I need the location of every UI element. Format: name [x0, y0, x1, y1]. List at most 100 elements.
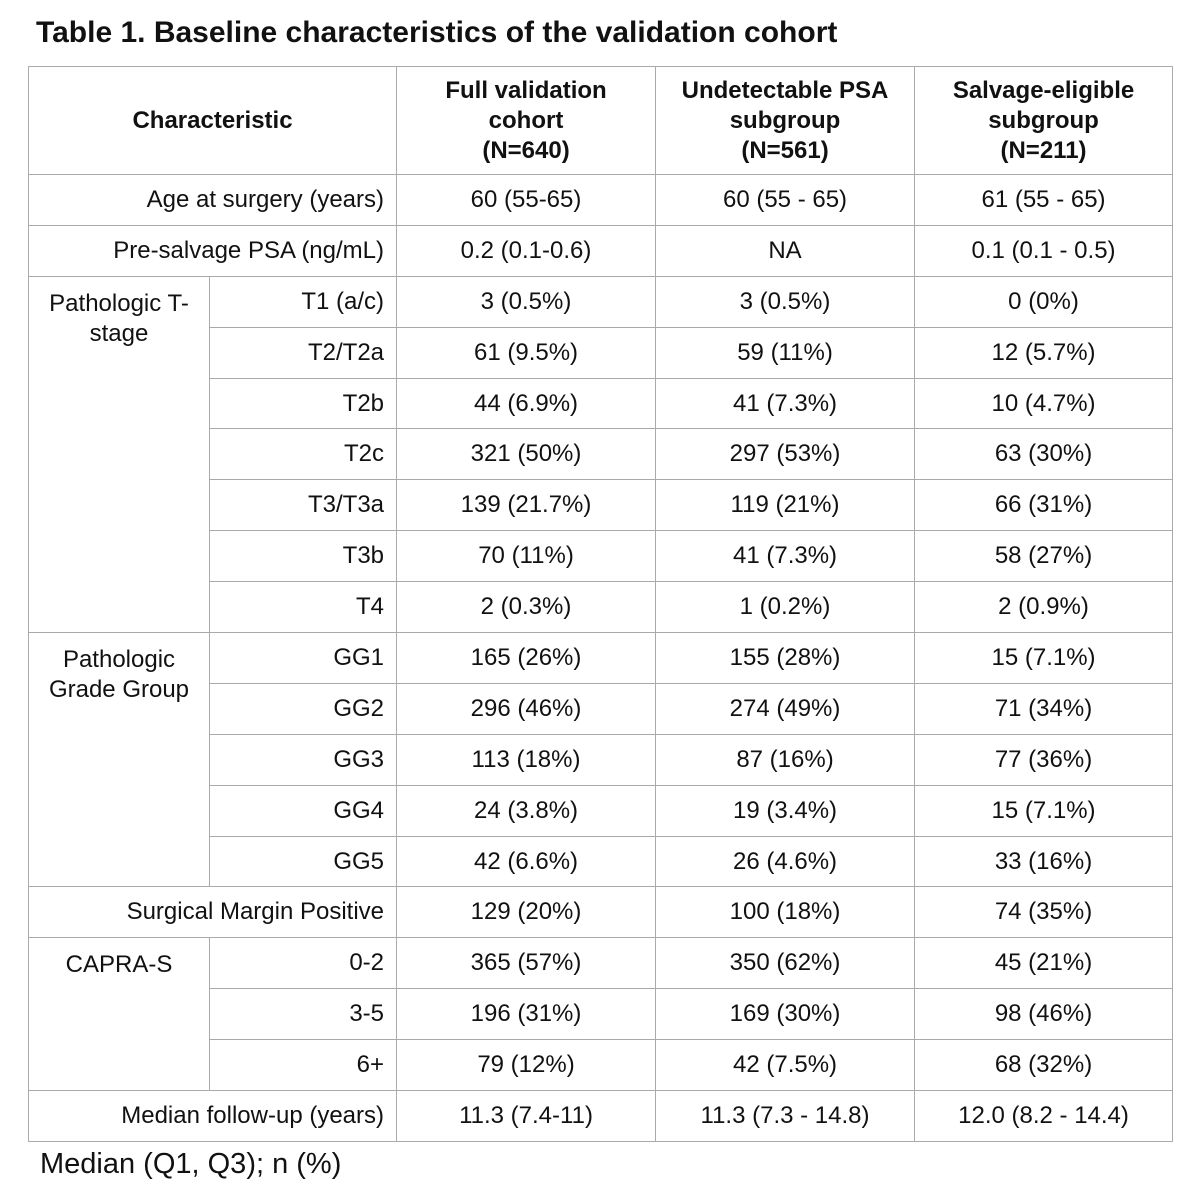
- value-cell: 12 (5.7%): [914, 326, 1174, 379]
- value-cell: 45 (21%): [914, 937, 1174, 990]
- value-cell: 41 (7.3%): [655, 377, 916, 430]
- value-cell: 100 (18%): [655, 886, 916, 939]
- value-cell: 71 (34%): [914, 682, 1174, 735]
- footnote: Median (Q1, Q3); n (%): [40, 1148, 342, 1180]
- row-label: 0-2: [208, 937, 398, 990]
- value-cell: 274 (49%): [655, 682, 916, 735]
- table-row: Age at surgery (years) 60 (55-65) 60 (55 -…: [27, 174, 1174, 226]
- row-label: 3-5: [208, 988, 398, 1041]
- value-cell: 11.3 (7.4-11): [396, 1090, 657, 1142]
- header-line: (N=211): [1000, 136, 1087, 164]
- row-label: GG2: [208, 682, 398, 735]
- table-row: GG4 24 (3.8%) 19 (3.4%) 15 (7.1%): [29, 784, 1174, 837]
- group-label: Pathologic Grade Group: [28, 632, 210, 888]
- value-cell: 119 (21%): [655, 479, 916, 532]
- value-cell: 321 (50%): [396, 428, 657, 481]
- value-cell: 59 (11%): [655, 326, 916, 379]
- header-cell: Characteristic: [27, 66, 398, 175]
- value-cell: 98 (46%): [914, 988, 1174, 1041]
- table-row: T2c 321 (50%) 297 (53%) 63 (30%): [29, 428, 1174, 481]
- value-cell: 365 (57%): [396, 937, 657, 990]
- table-row: T3b 70 (11%) 41 (7.3%) 58 (27%): [29, 530, 1174, 583]
- header-line: Undetectable PSA: [681, 76, 889, 104]
- row-label: Median follow-up (years): [27, 1090, 398, 1142]
- header-line: (N=640): [482, 136, 570, 164]
- value-cell: 0 (0%): [914, 275, 1174, 328]
- row-label: GG5: [208, 835, 398, 888]
- value-cell: 15 (7.1%): [914, 784, 1174, 837]
- table-row: Surgical Margin Positive 129 (20%) 100 (18…: [27, 886, 1174, 939]
- value-cell: 41 (7.3%): [655, 530, 916, 583]
- value-cell: 350 (62%): [655, 937, 916, 990]
- value-cell: 66 (31%): [914, 479, 1174, 532]
- row-label: GG4: [208, 784, 398, 837]
- group-label: Pathologic T-stage: [28, 275, 210, 634]
- value-cell: 196 (31%): [396, 988, 657, 1041]
- row-label: 6+: [208, 1039, 398, 1092]
- table-row: Median follow-up (years) 11.3 (7.4-11) 11.…: [27, 1090, 1174, 1142]
- row-label: T4: [208, 581, 398, 634]
- value-cell: 12.0 (8.2 - 14.4): [914, 1090, 1174, 1142]
- header-line: Salvage-eligible: [952, 76, 1135, 104]
- value-cell: 3 (0.5%): [655, 275, 916, 328]
- value-cell: 10 (4.7%): [914, 377, 1174, 430]
- value-cell: 2 (0.9%): [914, 581, 1174, 634]
- row-label: Surgical Margin Positive: [27, 886, 398, 939]
- value-cell: 139 (21.7%): [396, 479, 657, 532]
- table-title: Table 1. Baseline characteristics of the…: [36, 16, 838, 49]
- header-line: cohort: [488, 106, 564, 134]
- row-label: GG1: [208, 632, 398, 684]
- value-cell: 70 (11%): [396, 530, 657, 583]
- row-label: T2b: [208, 377, 398, 430]
- value-cell: 77 (36%): [914, 733, 1174, 786]
- value-cell: 11.3 (7.3 - 14.8): [655, 1090, 916, 1142]
- value-cell: 79 (12%): [396, 1039, 657, 1092]
- table-row: T4 2 (0.3%) 1 (0.2%) 2 (0.9%): [29, 581, 1174, 634]
- table-row: Pathologic T-stage T1 (a/c) 3 (0.5%) 3 (0.5…: [28, 275, 1174, 634]
- value-cell: 60 (55-65): [396, 174, 657, 226]
- row-label: Age at surgery (years): [27, 174, 398, 226]
- value-cell: 296 (46%): [396, 682, 657, 735]
- value-cell: 63 (30%): [914, 428, 1174, 481]
- header-line: Full validation: [445, 76, 607, 104]
- value-cell: 74 (35%): [914, 886, 1174, 939]
- value-cell: 19 (3.4%): [655, 784, 916, 837]
- value-cell: 42 (6.6%): [396, 835, 657, 888]
- value-cell: NA: [655, 224, 916, 277]
- table-row: 3-5 196 (31%) 169 (30%) 98 (46%): [29, 988, 1174, 1041]
- row-label: T2c: [208, 428, 398, 481]
- table-row: T3/T3a 139 (21.7%) 119 (21%) 66 (31%): [29, 479, 1174, 532]
- value-cell: 26 (4.6%): [655, 835, 916, 888]
- value-cell: 2 (0.3%): [396, 581, 657, 634]
- header-row: Characteristic Full validation cohort (N=6…: [27, 66, 1174, 175]
- row-label: Pre-salvage PSA (ng/mL): [27, 224, 398, 277]
- value-cell: 165 (26%): [396, 632, 657, 684]
- row-label: T3/T3a: [208, 479, 398, 532]
- header-line: subgroup: [988, 106, 1099, 134]
- value-cell: 61 (55 - 65): [914, 174, 1174, 226]
- value-cell: 3 (0.5%): [396, 275, 657, 328]
- value-cell: 155 (28%): [655, 632, 916, 684]
- header-line: (N=561): [741, 136, 829, 164]
- group-label: CAPRA-S: [28, 937, 210, 1092]
- header-cell: Undetectable PSA subgroup (N=561): [655, 66, 916, 175]
- value-cell: 1 (0.2%): [655, 581, 916, 634]
- table-row: 6+ 79 (12%) 42 (7.5%) 68 (32%): [29, 1039, 1174, 1092]
- row-label: T1 (a/c): [208, 275, 398, 328]
- value-cell: 87 (16%): [655, 733, 916, 786]
- value-cell: 44 (6.9%): [396, 377, 657, 430]
- baseline-table: Characteristic Full validation cohort (N=6…: [27, 66, 1174, 1142]
- table-row: Pathologic Grade Group GG1 165 (26%) 155 (2…: [28, 632, 1174, 888]
- table-row: GG2 296 (46%) 274 (49%) 71 (34%): [29, 682, 1174, 735]
- table-row: GG5 42 (6.6%) 26 (4.6%) 33 (16%): [29, 835, 1174, 888]
- value-cell: 68 (32%): [914, 1039, 1174, 1092]
- value-cell: 15 (7.1%): [914, 632, 1174, 684]
- value-cell: 61 (9.5%): [396, 326, 657, 379]
- value-cell: 58 (27%): [914, 530, 1174, 583]
- table-row: CAPRA-S 0-2 365 (57%) 350 (62%) 45 (21%): [28, 937, 1174, 1092]
- value-cell: 0.1 (0.1 - 0.5): [914, 224, 1174, 277]
- row-label: T3b: [208, 530, 398, 583]
- value-cell: 297 (53%): [655, 428, 916, 481]
- value-cell: 33 (16%): [914, 835, 1174, 888]
